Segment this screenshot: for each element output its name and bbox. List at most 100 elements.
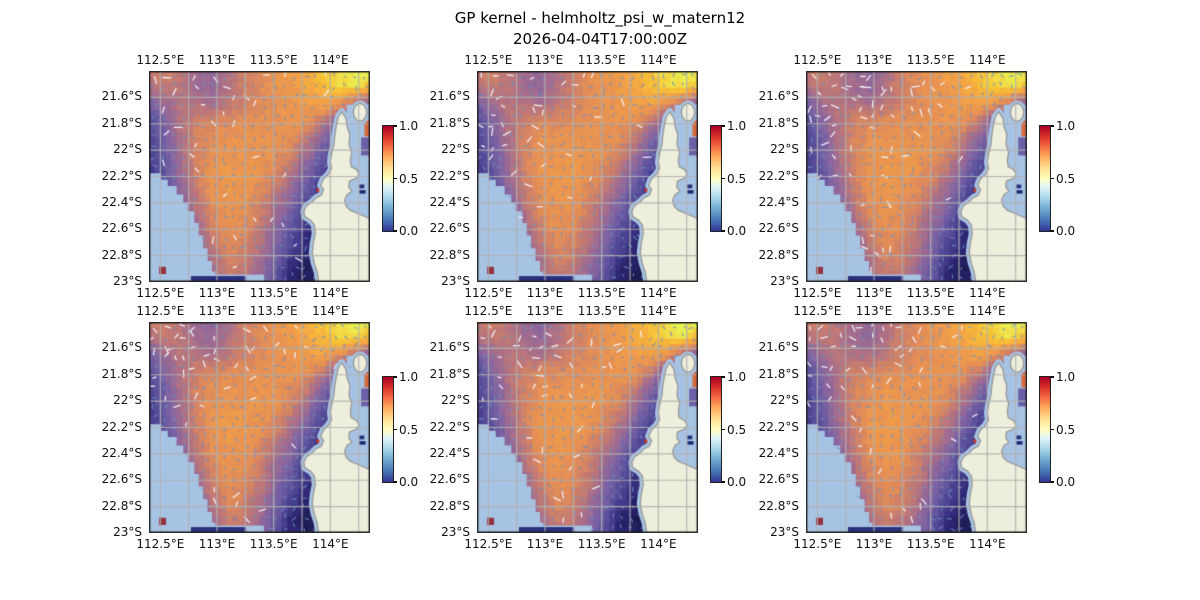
- y-tick-label: 22°S: [770, 393, 799, 408]
- y-tick-label: 22.2°S: [758, 168, 799, 183]
- colorbar-tick-mark: [393, 376, 397, 378]
- x-tick-label-bottom: 112.5°E: [136, 286, 185, 300]
- x-tick-label-top: 112.5°E: [136, 53, 185, 67]
- colorbar-tick-mark: [721, 376, 725, 378]
- figure-title-line1: GP kernel - helmholtz_psi_w_matern12: [454, 9, 746, 27]
- map-plot-canvas: [477, 322, 698, 533]
- colorbar-tick-label: 0.0: [727, 224, 747, 238]
- y-tick-label: 22°S: [113, 393, 142, 408]
- y-tick-label: 21.6°S: [101, 340, 142, 355]
- colorbar-tick-mark: [1050, 230, 1054, 232]
- x-tick-label-bottom: 114°E: [969, 537, 1006, 551]
- colorbar-tick-mark: [1050, 376, 1054, 378]
- x-tick-label-bottom: 112.5°E: [464, 537, 513, 551]
- map-panel-r1c1: 112.5°E 112.5°E 113°E 113°E 113.5°E 113.5°E 11…: [430, 304, 746, 551]
- colorbar-tick-label: 1.0: [727, 119, 747, 133]
- y-tick-label: 22°S: [441, 393, 470, 408]
- colorbar-tick-mark: [1050, 177, 1054, 180]
- map-plot-canvas: [477, 71, 698, 282]
- y-tick-label: 21.6°S: [429, 89, 470, 104]
- y-tick-label: 21.8°S: [429, 366, 470, 381]
- x-tick-label-bottom: 112.5°E: [464, 286, 513, 300]
- y-tick-label: 21.6°S: [758, 340, 799, 355]
- x-tick-label-top: 112.5°E: [793, 53, 842, 67]
- colorbar-tick-label: 0.5: [399, 422, 419, 437]
- x-tick-label-bottom: 112.5°E: [793, 537, 842, 551]
- y-tick-label: 22°S: [113, 142, 142, 157]
- colorbar-tick-mark: [721, 125, 725, 127]
- colorbar-tick-label: 0.0: [1056, 224, 1076, 238]
- x-tick-label-top: 112.5°E: [464, 304, 513, 318]
- y-tick-label: 22.6°S: [758, 221, 799, 236]
- colorbar-tick-label: 0.0: [399, 475, 419, 489]
- x-tick-label-bottom: 113.5°E: [249, 537, 298, 551]
- y-tick-label: 22.8°S: [758, 498, 799, 513]
- y-tick-label: 23°S: [441, 525, 470, 539]
- y-tick-label: 22.2°S: [429, 168, 470, 183]
- y-tick-label: 22.2°S: [429, 419, 470, 434]
- y-tick-label: 22.8°S: [758, 247, 799, 262]
- y-tick-label: 22.2°S: [101, 168, 142, 183]
- x-tick-label-bottom: 113°E: [855, 286, 893, 300]
- y-tick-label: 22°S: [441, 142, 470, 157]
- colorbar: 1.0 0.5 0.0: [382, 119, 432, 238]
- colorbar-tick-label: 0.0: [727, 475, 747, 489]
- y-tick-label: 22.6°S: [429, 221, 470, 236]
- y-tick-label: 22.2°S: [101, 419, 142, 434]
- y-tick-label: 22.8°S: [429, 247, 470, 262]
- y-tick-label: 22.8°S: [429, 498, 470, 513]
- y-tick-label: 22.4°S: [429, 445, 470, 460]
- y-tick-label: 21.6°S: [101, 89, 142, 104]
- x-tick-label-top: 113°E: [526, 53, 564, 67]
- x-tick-label-top: 113°E: [855, 304, 893, 318]
- colorbar-tick-label: 1.0: [399, 119, 419, 133]
- colorbar-tick-mark: [1050, 481, 1054, 483]
- x-tick-label-bottom: 113.5°E: [577, 537, 626, 551]
- colorbar-tick-mark: [721, 230, 725, 232]
- x-tick-label-top: 114°E: [969, 53, 1006, 67]
- map-plot-canvas: [806, 322, 1027, 533]
- colorbar-tick-mark: [721, 177, 725, 180]
- colorbar-tick-mark: [393, 177, 397, 180]
- map-panel-r1c2: 112.5°E 112.5°E 113°E 113°E 113.5°E 113.5°E 11…: [759, 304, 1075, 551]
- map-plot-canvas: [149, 322, 370, 533]
- colorbar-tick-label: 0.0: [1056, 475, 1076, 489]
- colorbar: 1.0 0.5 0.0: [1039, 370, 1089, 489]
- x-tick-label-top: 112.5°E: [464, 53, 513, 67]
- colorbar-tick-label: 1.0: [1056, 370, 1076, 384]
- y-tick-label: 22.4°S: [101, 194, 142, 209]
- x-tick-label-bottom: 113.5°E: [249, 286, 298, 300]
- x-tick-label-top: 113°E: [198, 304, 236, 318]
- colorbar-tick-mark: [1050, 428, 1054, 431]
- colorbar-tick-mark: [393, 230, 397, 232]
- x-tick-label-bottom: 113.5°E: [577, 286, 626, 300]
- colorbar-tick-label: 1.0: [727, 370, 747, 384]
- colorbar: 1.0 0.5 0.0: [710, 370, 760, 489]
- x-tick-label-bottom: 113°E: [198, 537, 236, 551]
- x-tick-label-top: 113.5°E: [577, 304, 626, 318]
- map-plot-canvas: [806, 71, 1027, 282]
- colorbar-tick-label: 0.5: [727, 171, 747, 186]
- colorbar-tick-label: 0.5: [727, 422, 747, 437]
- x-tick-label-top: 112.5°E: [793, 304, 842, 318]
- x-tick-label-bottom: 113°E: [526, 537, 564, 551]
- x-tick-label-bottom: 113°E: [855, 537, 893, 551]
- x-tick-label-bottom: 114°E: [640, 286, 677, 300]
- x-tick-label-top: 113°E: [526, 304, 564, 318]
- figure-title: GP kernel - helmholtz_psi_w_matern12 202…: [0, 8, 1200, 50]
- x-tick-label-top: 114°E: [640, 53, 677, 67]
- y-tick-label: 22.4°S: [758, 194, 799, 209]
- y-tick-label: 22.8°S: [101, 498, 142, 513]
- x-tick-label-top: 114°E: [312, 304, 349, 318]
- x-tick-label-bottom: 112.5°E: [136, 537, 185, 551]
- y-tick-label: 23°S: [113, 525, 142, 539]
- y-tick-label: 21.8°S: [429, 115, 470, 130]
- colorbar-tick-mark: [393, 428, 397, 431]
- colorbar-tick-label: 0.5: [1056, 422, 1076, 437]
- x-tick-label-bottom: 113°E: [526, 286, 564, 300]
- y-tick-label: 22.6°S: [101, 221, 142, 236]
- x-tick-label-bottom: 113.5°E: [906, 286, 955, 300]
- y-tick-label: 21.6°S: [429, 340, 470, 355]
- y-tick-label: 22.8°S: [101, 247, 142, 262]
